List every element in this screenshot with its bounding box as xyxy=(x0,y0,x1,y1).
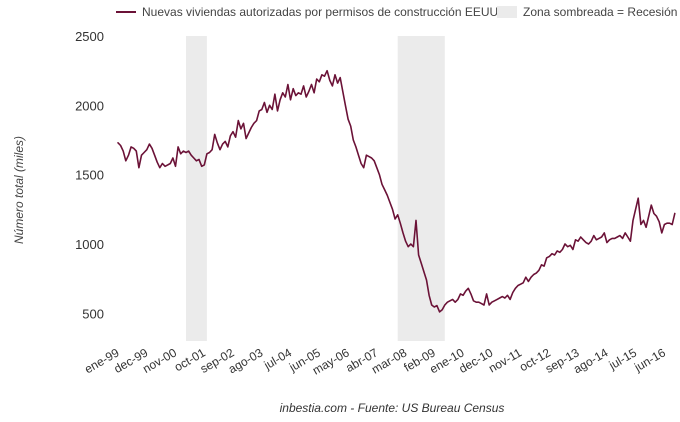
y-tick-label: 1000 xyxy=(75,237,104,252)
y-axis-label: Número total (miles) xyxy=(12,136,26,244)
legend-recession-label: Zona sombreada = Recesión xyxy=(523,5,677,19)
legend-series-label: Nuevas viviendas autorizadas por permiso… xyxy=(142,5,498,19)
y-tick-label: 500 xyxy=(82,306,104,321)
y-tick-label: 2000 xyxy=(75,98,104,113)
y-tick-label: 1500 xyxy=(75,168,104,183)
legend-recession-swatch xyxy=(497,6,517,18)
y-axis-ticks: 500 1000 1500 2000 2500 xyxy=(75,29,104,321)
series-line-1 xyxy=(117,69,676,313)
source-note: inbestia.com - Fuente: US Bureau Census xyxy=(280,401,505,415)
y-tick-label: 2500 xyxy=(75,29,104,44)
recession-band-1 xyxy=(186,36,207,341)
recession-band-2 xyxy=(397,36,445,341)
legend: Nuevas viviendas autorizadas por permiso… xyxy=(116,5,677,19)
x-tick-label: jun-16 xyxy=(631,345,668,374)
x-tick-label: jul-15 xyxy=(606,345,640,372)
recession-shading xyxy=(186,36,445,341)
x-tick-label: jul-04 xyxy=(261,345,295,372)
series-lines xyxy=(117,69,676,313)
x-axis-ticks: ene-99dec-99nov-00oct-01sep-02ago-03jul-… xyxy=(82,345,668,377)
